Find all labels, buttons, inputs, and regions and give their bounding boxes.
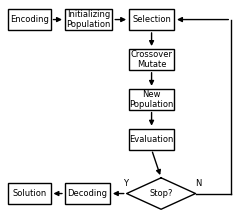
Text: Evaluation: Evaluation: [129, 135, 174, 143]
Text: Encoding: Encoding: [10, 15, 49, 24]
Text: Y: Y: [123, 179, 128, 188]
Bar: [129, 89, 174, 110]
Text: Decoding: Decoding: [67, 189, 107, 198]
Text: N: N: [195, 179, 201, 188]
Text: Solution: Solution: [12, 189, 46, 198]
Text: Crossover
Mutate: Crossover Mutate: [130, 50, 173, 69]
Bar: [65, 9, 112, 30]
Text: Initializing
Population: Initializing Population: [66, 10, 111, 29]
Bar: [129, 128, 174, 150]
Bar: [65, 183, 110, 204]
Bar: [129, 9, 174, 30]
Text: Selection: Selection: [132, 15, 171, 24]
Text: Stop?: Stop?: [149, 189, 173, 198]
Bar: [8, 183, 51, 204]
Bar: [129, 49, 174, 70]
Bar: [8, 9, 51, 30]
Text: New
Population: New Population: [129, 89, 174, 109]
